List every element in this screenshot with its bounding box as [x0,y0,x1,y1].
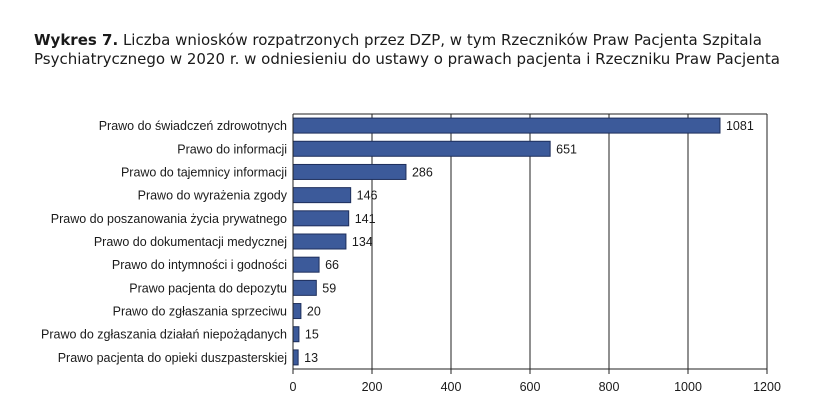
x-axis: 0 200 400 600 800 1000 1200 [290,114,781,394]
value-label: 146 [357,189,378,203]
chart-title-text: Liczba wniosków rozpatrzonych przez DZP,… [34,31,780,68]
value-label: 20 [307,305,321,319]
chart-title: Wykres 7. Liczba wniosków rozpatrzonych … [34,31,794,69]
category-label: Prawo do informacji [177,142,287,156]
value-label: 134 [352,235,373,249]
category-label: Prawo do intymności i godności [112,258,287,272]
bar [292,187,352,204]
category-label: Prawo do zgłaszania sprzeciwu [113,305,287,319]
bar [292,256,320,273]
category-labels: Prawo do świadczeń zdrowotnych Prawo do i… [41,119,288,365]
category-label: Prawo do zgłaszania działań niepożądanyc… [41,328,287,342]
value-label: 141 [355,212,376,226]
x-tick-label: 1200 [753,380,781,394]
category-label: Prawo do poszanowania życia prywatnego [51,212,287,226]
category-label: Prawo pacjenta do opieki duszpasterskiej [58,351,287,365]
x-tick-label: 0 [290,380,297,394]
value-label: 286 [412,165,433,179]
x-tick-label: 800 [599,380,620,394]
category-label: Prawo pacjenta do depozytu [129,281,287,295]
bar [292,303,302,320]
value-label: 13 [304,351,318,365]
category-label: Prawo do tajemnicy informacji [121,165,287,179]
bar [292,117,721,134]
category-label: Prawo do wyrażenia zgody [138,189,288,203]
value-label: 66 [325,258,339,272]
chart-title-prefix: Wykres 7. [34,31,119,49]
bar [292,326,300,343]
x-tick-label: 600 [520,380,541,394]
bar [292,349,299,366]
x-tick-label: 1000 [674,380,702,394]
bar [292,210,350,227]
bar [292,163,407,180]
category-label: Prawo do świadczeń zdrowotnych [99,119,287,133]
bar [292,279,317,296]
category-label: Prawo do dokumentacji medycznej [94,235,287,249]
value-label: 651 [556,142,577,156]
value-label: 59 [322,281,336,295]
x-tick-label: 200 [362,380,383,394]
bar [292,233,347,250]
x-tick-label: 400 [441,380,462,394]
value-label: 1081 [726,119,754,133]
bar [292,140,551,157]
value-label: 15 [305,328,319,342]
